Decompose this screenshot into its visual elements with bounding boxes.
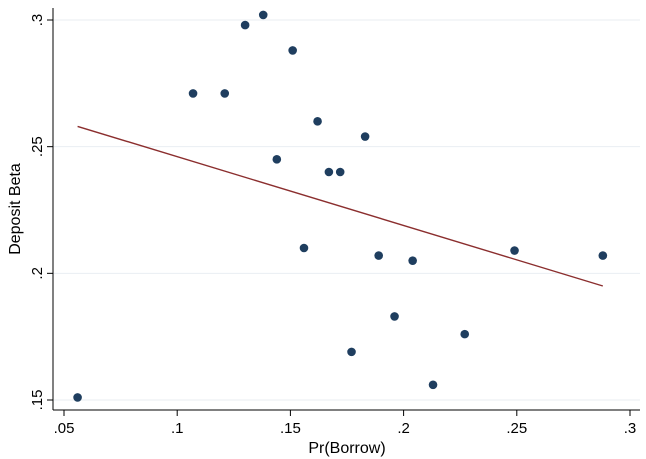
x-tick-label: .15: [280, 420, 301, 437]
data-point: [240, 20, 250, 30]
data-point: [313, 117, 322, 126]
data-point: [272, 155, 282, 164]
data-point: [598, 251, 608, 260]
data-point: [510, 246, 519, 255]
data-point: [188, 89, 198, 98]
data-point: [360, 132, 370, 141]
data-point: [324, 167, 334, 177]
data-point: [73, 393, 82, 402]
y-tick-label: .15: [29, 390, 46, 411]
points-layer: [73, 10, 608, 402]
y-tick-label: .25: [29, 136, 46, 157]
x-tick-label: .3: [624, 420, 637, 437]
data-point: [408, 256, 417, 265]
x-tick-label: .05: [54, 420, 75, 437]
fit-line-layer: [77, 125, 604, 287]
data-point: [335, 167, 345, 177]
y-tick-label: .3: [29, 14, 46, 27]
x-tick-label: .25: [506, 420, 527, 437]
data-point: [428, 380, 438, 390]
data-point: [220, 89, 230, 98]
data-point: [347, 347, 356, 357]
data-point: [460, 329, 470, 339]
x-axis-title: Pr(Borrow): [308, 440, 385, 457]
data-point: [299, 243, 309, 253]
data-point: [258, 10, 268, 20]
y-axis-title: Deposit Beta: [7, 163, 24, 255]
x-tick-label: .2: [397, 420, 410, 437]
ticks-layer: .05 .1 .15 .2 .25 .3 .15 .2 .25 .3: [29, 14, 636, 437]
grid-layer: [53, 19, 640, 401]
data-point: [288, 46, 297, 55]
fitted-line: [77, 125, 604, 287]
axes-layer: [52, 8, 640, 411]
data-point: [390, 312, 399, 321]
x-tick-label: .1: [171, 420, 184, 437]
data-point: [374, 251, 383, 260]
y-tick-label: .2: [29, 267, 46, 280]
